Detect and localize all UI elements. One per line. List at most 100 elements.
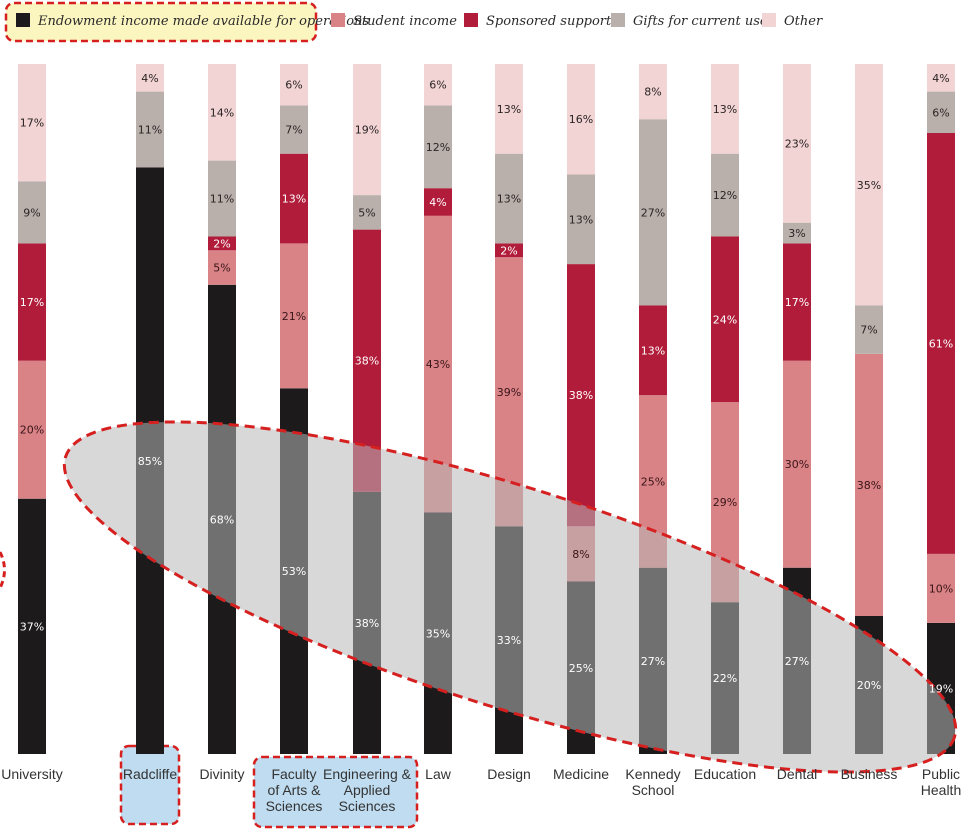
- legend-swatch-4: [762, 13, 776, 27]
- bar-segment: [18, 498, 46, 754]
- category-label-line: of Arts &: [268, 782, 322, 798]
- category-label-line: Health: [921, 782, 961, 798]
- annotation-ellipse: [62, 420, 958, 774]
- category-label: Faculty of Arts & Sciences: [266, 766, 323, 814]
- bar-segment: [353, 64, 381, 196]
- data-label: 2%: [213, 237, 230, 250]
- data-label: 13%: [497, 193, 521, 206]
- bar-segment: [208, 64, 236, 161]
- highlight-box-fas-seas: [252, 755, 419, 829]
- data-label: 20%: [20, 424, 44, 437]
- bar-segment: [855, 353, 883, 616]
- category-label: Dental: [777, 766, 817, 782]
- data-label: 22%: [713, 672, 737, 685]
- data-label: 8%: [644, 86, 661, 99]
- data-label: 19%: [929, 682, 953, 695]
- bar-segment: [855, 305, 883, 354]
- bar-segment: [424, 64, 452, 106]
- bar-segment: [567, 64, 595, 175]
- category-label: Divinity: [199, 766, 244, 782]
- legend-swatch-3: [611, 13, 625, 27]
- bar-segment: [927, 553, 955, 623]
- category-labels: University Radcliffe Divinity Faculty of Art…: [1, 766, 961, 814]
- data-label: 21%: [282, 310, 306, 323]
- legend-label-0: Endowment income made available for oper…: [37, 14, 369, 29]
- data-label: 9%: [23, 206, 40, 219]
- category-label-line: Radcliffe: [123, 766, 177, 782]
- data-label: 53%: [282, 565, 306, 578]
- data-label: 29%: [713, 496, 737, 509]
- data-label: 4%: [429, 196, 446, 209]
- bar-segment: [783, 222, 811, 244]
- category-label-line: Kennedy: [625, 766, 680, 782]
- data-label: 27%: [641, 655, 665, 668]
- category-label-line: Faculty: [271, 766, 316, 782]
- data-label: 68%: [210, 513, 234, 526]
- bar-segment: [280, 64, 308, 106]
- category-label: Design: [487, 766, 531, 782]
- category-label: University: [1, 766, 62, 782]
- data-label: 6%: [932, 106, 949, 119]
- data-label: 19%: [355, 124, 379, 137]
- bar-segment: [711, 64, 739, 154]
- category-label-line: Sciences: [266, 798, 323, 814]
- legend-label-3: Gifts for current use: [633, 14, 768, 29]
- data-label: 11%: [138, 124, 162, 137]
- data-label: 8%: [572, 548, 589, 561]
- bar-segment: [783, 64, 811, 223]
- data-label: 6%: [429, 79, 446, 92]
- data-label: 25%: [641, 475, 665, 488]
- data-label: 13%: [641, 344, 665, 357]
- bar-segment: [136, 64, 164, 92]
- category-label: Kennedy School: [625, 766, 680, 798]
- segment-labels: 37% 20% 17% 9% 17% 85% 11% 4% 68% 5% 2% 11% 14% 53% 21…: [20, 72, 953, 696]
- data-label: 37%: [20, 620, 44, 633]
- category-label: Business: [841, 766, 898, 782]
- data-label: 30%: [785, 458, 809, 471]
- bar-segment: [18, 360, 46, 499]
- category-label-line: Law: [425, 766, 452, 782]
- category-label-line: University: [1, 766, 62, 782]
- bar-segment: [208, 250, 236, 285]
- data-label: 14%: [210, 106, 234, 119]
- category-label-line: Applied: [344, 782, 391, 798]
- data-label: 61%: [929, 337, 953, 350]
- bar-segment: [567, 264, 595, 527]
- data-label: 27%: [641, 206, 665, 219]
- legend-swatch-2: [464, 13, 478, 27]
- bar-segment: [495, 153, 523, 244]
- bar-segment: [280, 153, 308, 244]
- data-label: 5%: [213, 262, 230, 275]
- category-label: Education: [694, 766, 756, 782]
- data-label: 13%: [497, 103, 521, 116]
- bar-segment: [711, 153, 739, 237]
- data-label: 10%: [929, 582, 953, 595]
- data-label: 25%: [569, 662, 593, 675]
- category-label-line: Education: [694, 766, 756, 782]
- data-label: 12%: [426, 141, 450, 154]
- data-label: 20%: [857, 679, 881, 692]
- data-label: 16%: [569, 113, 593, 126]
- category-label: Law: [425, 766, 452, 782]
- legend-swatch-0: [16, 13, 30, 27]
- bar-segment: [424, 105, 452, 189]
- data-label: 3%: [788, 227, 805, 240]
- bar-segment: [208, 236, 236, 251]
- data-label: 35%: [857, 179, 881, 192]
- data-label: 17%: [20, 117, 44, 130]
- bar-segment: [855, 64, 883, 306]
- data-label: 5%: [358, 206, 375, 219]
- bar-segment: [495, 64, 523, 154]
- category-label-line: Sciences: [339, 798, 396, 814]
- data-label: 85%: [138, 455, 162, 468]
- data-label: 23%: [785, 137, 809, 150]
- bar-segment: [18, 243, 46, 361]
- data-label: 43%: [426, 358, 450, 371]
- legend-label-2: Sponsored support: [486, 14, 612, 29]
- bar-segment: [639, 305, 667, 396]
- data-label: 4%: [141, 72, 158, 85]
- data-label: 13%: [569, 213, 593, 226]
- bar-segment: [18, 64, 46, 182]
